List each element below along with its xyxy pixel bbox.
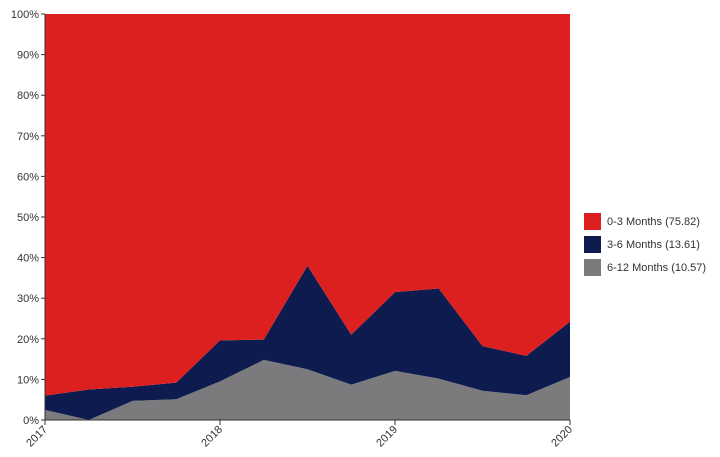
y-tick-label: 10%	[17, 374, 39, 386]
legend-swatch	[584, 259, 601, 276]
x-tick-label: 2018	[199, 424, 225, 450]
area-series-2	[45, 14, 570, 396]
legend-label: 3-6 Months (13.61)	[607, 238, 700, 251]
y-tick-label: 30%	[17, 293, 39, 305]
y-tick-label: 20%	[17, 334, 39, 346]
legend-item: 0-3 Months (75.82)	[584, 211, 706, 232]
legend-item: 6-12 Months (10.57)	[584, 257, 706, 278]
x-tick-label: 2017	[24, 424, 50, 450]
area-series-1	[45, 265, 570, 420]
legend: 0-3 Months (75.82) 3-6 Months (13.61) 6-12…	[584, 211, 706, 280]
y-tick-label: 50%	[17, 212, 39, 224]
legend-label: 0-3 Months (75.82)	[607, 215, 700, 228]
y-tick-label: 80%	[17, 90, 39, 102]
legend-swatch	[584, 236, 601, 253]
y-tick-label: 60%	[17, 171, 39, 183]
x-axis-ticks: 2017 2018 2019 2020	[24, 420, 575, 449]
y-axis-ticks: 0% 10% 20% 30% 40% 50% 60% 70% 80% 90% 100%	[11, 9, 45, 427]
y-tick-label: 100%	[11, 9, 39, 21]
area-series-0	[45, 359, 570, 420]
legend-swatch	[584, 213, 601, 230]
area-layers	[45, 14, 570, 420]
y-tick-label: 90%	[17, 50, 39, 62]
y-tick-label: 40%	[17, 253, 39, 265]
y-tick-label: 0%	[23, 415, 39, 427]
x-tick-label: 2019	[374, 424, 400, 450]
legend-item: 3-6 Months (13.61)	[584, 234, 706, 255]
x-tick-label: 2020	[549, 424, 575, 450]
legend-label: 6-12 Months (10.57)	[607, 261, 707, 274]
y-tick-label: 70%	[17, 131, 39, 143]
